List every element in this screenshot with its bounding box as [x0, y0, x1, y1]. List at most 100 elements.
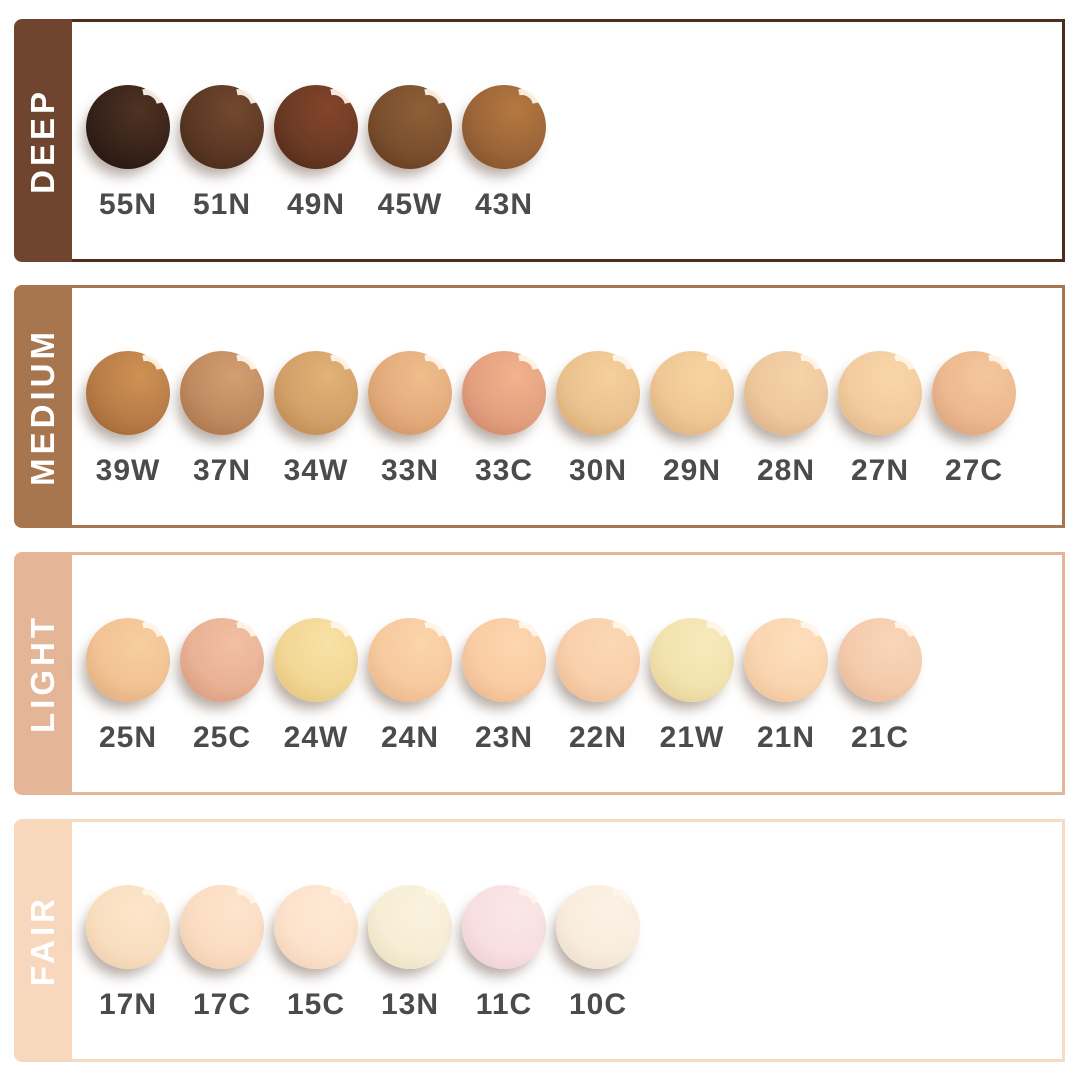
- shade-drop: [274, 82, 358, 169]
- shade-drop: [180, 82, 264, 169]
- shade-swatch-11c: 11C: [462, 882, 546, 1022]
- gloss-highlight-icon: [216, 615, 263, 663]
- shade-drop: [838, 348, 922, 435]
- shade-code-label: 33C: [474, 454, 534, 487]
- shade-drop: [86, 348, 170, 435]
- gloss-highlight-icon: [404, 82, 451, 130]
- shade-code-label: 34W: [283, 454, 349, 487]
- shade-code-label: 27N: [850, 454, 910, 487]
- category-sidebar: DEEP: [14, 19, 72, 262]
- shade-drop: [368, 882, 452, 969]
- gloss-highlight-icon: [498, 348, 545, 396]
- shade-code-label: 15C: [286, 988, 346, 1021]
- shade-drop: [932, 348, 1016, 435]
- shade-swatch-30n: 30N: [556, 348, 640, 488]
- gloss-highlight-icon: [592, 882, 639, 930]
- category-label: DEEP: [24, 87, 61, 194]
- gloss-highlight-icon: [874, 348, 921, 396]
- shade-drop: [86, 82, 170, 169]
- shade-drop: [650, 348, 734, 435]
- gloss-highlight-icon: [216, 82, 263, 130]
- category-label: FAIR: [24, 894, 61, 987]
- shade-swatch-33n: 33N: [368, 348, 452, 488]
- gloss-highlight-icon: [968, 348, 1015, 396]
- shade-code-label: 27C: [944, 454, 1004, 487]
- gloss-highlight-icon: [592, 348, 639, 396]
- shade-category-row-light: LIGHT 25N 25C 24W 24N 23N: [14, 552, 1065, 795]
- shade-drop: [180, 615, 264, 702]
- shade-code-label: 49N: [286, 188, 346, 221]
- shade-code-label: 24W: [283, 721, 349, 754]
- gloss-highlight-icon: [498, 615, 545, 663]
- shade-swatch-17n: 17N: [86, 882, 170, 1022]
- gloss-highlight-icon: [404, 882, 451, 930]
- shade-code-label: 29N: [662, 454, 722, 487]
- shade-drop: [180, 348, 264, 435]
- gloss-highlight-icon: [122, 615, 169, 663]
- shade-drop: [274, 882, 358, 969]
- shade-swatch-25n: 25N: [86, 615, 170, 755]
- gloss-highlight-icon: [216, 882, 263, 930]
- shade-code-label: 39W: [95, 454, 161, 487]
- category-sidebar: MEDIUM: [14, 285, 72, 528]
- swatch-strip: 25N 25C 24W 24N 23N 22N 21W: [72, 552, 1065, 795]
- shade-drop: [86, 882, 170, 969]
- shade-code-label: 10C: [568, 988, 628, 1021]
- shade-code-label: 55N: [98, 188, 158, 221]
- shade-swatch-33c: 33C: [462, 348, 546, 488]
- shade-code-label: 21N: [756, 721, 816, 754]
- shade-drop: [368, 348, 452, 435]
- shade-swatch-28n: 28N: [744, 348, 828, 488]
- shade-drop: [556, 882, 640, 969]
- category-label: LIGHT: [24, 614, 61, 733]
- shade-drop: [368, 82, 452, 169]
- shade-swatch-21w: 21W: [650, 615, 734, 755]
- shade-swatch-21c: 21C: [838, 615, 922, 755]
- shade-code-label: 25N: [98, 721, 158, 754]
- shade-code-label: 21W: [659, 721, 725, 754]
- shade-swatch-51n: 51N: [180, 82, 264, 222]
- shade-category-row-medium: MEDIUM 39W 37N 34W 33N 33C: [14, 285, 1065, 528]
- shade-code-label: 30N: [568, 454, 628, 487]
- shade-swatch-34w: 34W: [274, 348, 358, 488]
- gloss-highlight-icon: [310, 615, 357, 663]
- shade-swatch-37n: 37N: [180, 348, 264, 488]
- shade-code-label: 23N: [474, 721, 534, 754]
- category-sidebar: FAIR: [14, 819, 72, 1062]
- gloss-highlight-icon: [404, 615, 451, 663]
- shade-code-label: 37N: [192, 454, 252, 487]
- shade-code-label: 45W: [377, 188, 443, 221]
- gloss-highlight-icon: [310, 348, 357, 396]
- shade-code-label: 21C: [850, 721, 910, 754]
- gloss-highlight-icon: [686, 615, 733, 663]
- shade-category-row-fair: FAIR 17N 17C 15C 13N 11C 1: [14, 819, 1065, 1062]
- shade-swatch-13n: 13N: [368, 882, 452, 1022]
- shade-code-label: 17C: [192, 988, 252, 1021]
- shade-code-label: 11C: [475, 988, 533, 1021]
- shade-swatch-29n: 29N: [650, 348, 734, 488]
- gloss-highlight-icon: [874, 615, 921, 663]
- category-label: MEDIUM: [24, 327, 61, 486]
- shade-code-label: 17N: [98, 988, 158, 1021]
- gloss-highlight-icon: [122, 882, 169, 930]
- swatch-strip: 17N 17C 15C 13N 11C 10C: [72, 819, 1065, 1062]
- shade-swatch-27c: 27C: [932, 348, 1016, 488]
- shade-swatch-10c: 10C: [556, 882, 640, 1022]
- gloss-highlight-icon: [404, 348, 451, 396]
- shade-swatch-55n: 55N: [86, 82, 170, 222]
- shade-swatch-15c: 15C: [274, 882, 358, 1022]
- gloss-highlight-icon: [686, 348, 733, 396]
- shade-code-label: 22N: [568, 721, 628, 754]
- gloss-highlight-icon: [122, 348, 169, 396]
- shade-swatch-25c: 25C: [180, 615, 264, 755]
- shade-drop: [838, 615, 922, 702]
- shade-swatch-17c: 17C: [180, 882, 264, 1022]
- swatch-strip: 55N 51N 49N 45W 43N: [72, 19, 1065, 262]
- shade-drop: [368, 615, 452, 702]
- shade-drop: [650, 615, 734, 702]
- shade-drop: [462, 615, 546, 702]
- shade-drop: [274, 348, 358, 435]
- shade-drop: [274, 615, 358, 702]
- shade-swatch-45w: 45W: [368, 82, 452, 222]
